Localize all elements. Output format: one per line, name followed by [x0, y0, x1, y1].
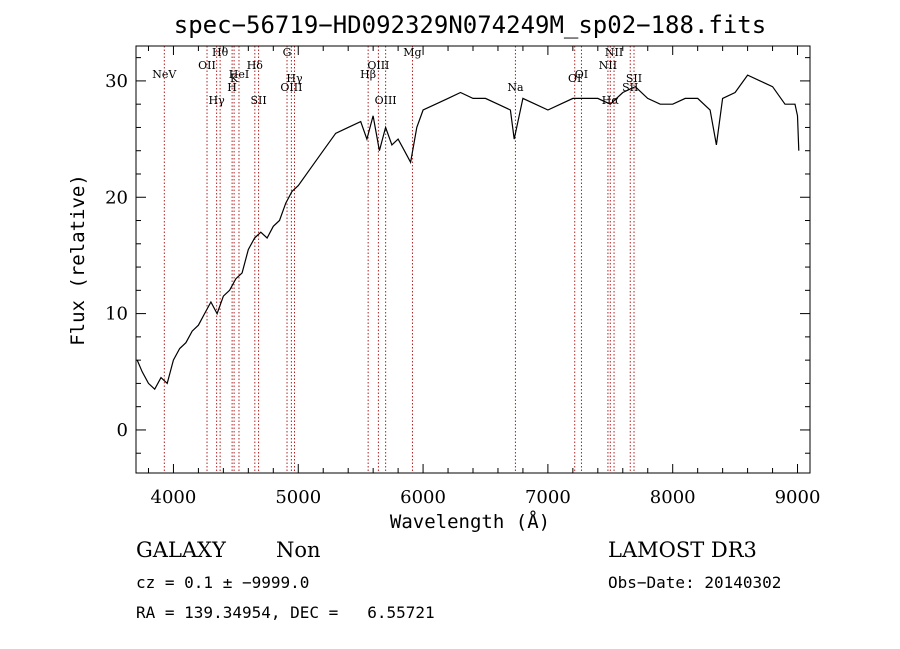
emission-line-label: Hδ [247, 59, 264, 72]
emission-line-label: Na [507, 81, 524, 94]
y-tick-label: 20 [105, 187, 128, 208]
emission-line-label: OI [568, 72, 581, 85]
observation-date: Obs−Date: 20140302 [608, 573, 782, 592]
x-tick-label: 7000 [525, 487, 571, 508]
emission-line-label: OI [575, 68, 588, 81]
emission-line-label: OIII [367, 59, 389, 72]
emission-line-label: SII [250, 94, 266, 107]
y-tick-label: 30 [105, 71, 128, 92]
emission-line-label: K [230, 72, 239, 85]
object-class: GALAXY [136, 538, 226, 562]
emission-line-label: OIII [280, 81, 302, 94]
emission-line-label: NeV [152, 68, 177, 81]
chart-title: spec−56719−HD092329N074249M_sp02−188.fit… [174, 11, 766, 39]
x-tick-label: 8000 [650, 487, 696, 508]
x-tick-label: 9000 [775, 487, 821, 508]
emission-line-label: HeI [229, 68, 249, 81]
emission-line-label: G [283, 46, 292, 59]
emission-line-label: NII [599, 59, 617, 72]
emission-line-label: H [227, 81, 237, 94]
x-tick-label: 6000 [400, 487, 446, 508]
y-tick-label: 0 [117, 420, 128, 441]
emission-line-label: OIII [375, 94, 397, 107]
spectrum-series [136, 74, 800, 391]
emission-line-label: OII [198, 59, 216, 72]
y-axis-label: Flux (relative) [67, 174, 89, 346]
axis-ticks: 4000 5000 6000 7000 8000 9000 0 10 20 30 [105, 46, 820, 508]
survey-name: LAMOST DR3 [608, 538, 757, 562]
x-tick-label: 4000 [151, 487, 197, 508]
emission-line-label: SII [626, 72, 642, 85]
emission-line-label: Hβ [360, 68, 376, 81]
emission-line-label: Hγ [286, 72, 303, 85]
emission-line-label: Hα [602, 94, 620, 107]
x-tick-label: 5000 [275, 487, 321, 508]
emission-line-label: Mg [403, 46, 421, 59]
plot-frame [135, 45, 811, 474]
object-subclass: Non [276, 538, 321, 562]
y-tick-label: 10 [105, 304, 128, 325]
redshift-cz: cz = 0.1 ± −9999.0 [136, 573, 310, 592]
emission-line-markers [163, 46, 635, 473]
emission-line-label: Hθ [212, 46, 229, 59]
emission-line-label: NII [605, 46, 623, 59]
x-axis-label: Wavelength (Å) [390, 510, 550, 533]
emission-line-label: Hγ [209, 94, 226, 107]
ra-dec-coordinates: RA = 139.34954, DEC = 6.55721 [136, 603, 435, 622]
